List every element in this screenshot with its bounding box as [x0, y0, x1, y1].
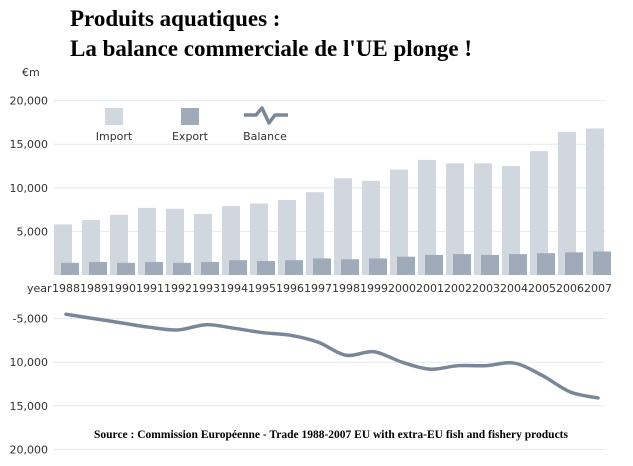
- x-tick-label: 1993: [192, 282, 220, 295]
- export-bar: [425, 254, 443, 275]
- chart-title: Produits aquatiques :: [70, 6, 281, 31]
- export-bar: [61, 262, 79, 275]
- y-tick-label: 20,000: [10, 95, 49, 108]
- x-tick-label: 2003: [472, 282, 500, 295]
- x-axis-label: year: [27, 282, 52, 295]
- export-bar: [89, 261, 107, 275]
- legend-import-swatch: [105, 108, 123, 125]
- x-tick-label: 2000: [388, 282, 416, 295]
- y-tick-label: 15,000: [10, 138, 49, 151]
- export-bar: [173, 262, 191, 275]
- export-bar: [229, 260, 247, 275]
- import-bar: [110, 214, 128, 275]
- export-bar: [537, 253, 555, 275]
- y-axis-unit: €m: [22, 66, 40, 79]
- x-tick-label: 2005: [528, 282, 556, 295]
- y-tick-label: -5,000: [13, 313, 48, 326]
- legend: Import Export Balance: [96, 106, 288, 143]
- x-tick-label: 2002: [444, 282, 472, 295]
- import-bar: [474, 163, 492, 275]
- import-bar: [82, 220, 100, 275]
- x-tick-label: 1997: [304, 282, 332, 295]
- legend-export-swatch: [181, 108, 199, 125]
- x-tick-label: 1995: [248, 282, 276, 295]
- x-tick-label: 2001: [416, 282, 444, 295]
- import-bar: [138, 207, 156, 275]
- legend-import-label: Import: [96, 130, 133, 143]
- x-tick-label: 1999: [360, 282, 388, 295]
- import-bar: [418, 159, 436, 275]
- import-bar: [558, 131, 576, 275]
- import-bar: [194, 213, 212, 275]
- import-bar: [362, 180, 380, 275]
- export-bar: [397, 256, 415, 275]
- x-tick-label: 1992: [164, 282, 192, 295]
- source-note: Source : Commission Européenne - Trade 1…: [94, 429, 568, 441]
- y-tick-label: 10,000: [10, 182, 49, 195]
- import-bar: [530, 151, 548, 275]
- x-tick-label: 1989: [80, 282, 108, 295]
- import-bar: [54, 224, 72, 275]
- import-bar: [278, 200, 296, 275]
- import-bar: [166, 208, 184, 275]
- export-bar: [145, 261, 163, 275]
- x-tick-label: 1998: [332, 282, 360, 295]
- export-bar: [201, 261, 219, 275]
- x-tick-label: 1996: [276, 282, 304, 295]
- export-bar: [593, 251, 611, 275]
- legend-export-label: Export: [172, 130, 209, 143]
- export-bar: [285, 260, 303, 275]
- x-tick-label: 2004: [500, 282, 528, 295]
- x-tick-label: 1990: [108, 282, 136, 295]
- y-tick-label: 5,000: [17, 225, 49, 238]
- export-bar: [565, 252, 583, 275]
- import-bar: [306, 192, 324, 275]
- export-bar: [369, 258, 387, 275]
- chart-subtitle: La balance commerciale de l'UE plonge !: [70, 36, 473, 61]
- export-bar: [341, 259, 359, 275]
- export-bar: [453, 254, 471, 275]
- export-bar: [313, 258, 331, 275]
- y-tick-label: 10,000: [10, 356, 49, 369]
- export-bar: [509, 254, 527, 275]
- x-tick-label: 1991: [136, 282, 164, 295]
- legend-balance-swatch: [244, 106, 288, 125]
- import-bar: [502, 166, 520, 275]
- x-tick-label: 1988: [52, 282, 80, 295]
- import-bar: [446, 163, 464, 275]
- import-bar: [250, 203, 268, 275]
- legend-balance-label: Balance: [243, 130, 287, 143]
- export-bar: [257, 261, 275, 275]
- import-bar: [390, 169, 408, 275]
- balance-line: [64, 312, 600, 400]
- x-tick-label: 2007: [584, 282, 612, 295]
- export-bar: [481, 254, 499, 275]
- import-bar: [586, 128, 604, 275]
- import-bar: [334, 178, 352, 275]
- x-tick-label: 2006: [556, 282, 584, 295]
- y-tick-label: 15,000: [10, 400, 49, 413]
- y-tick-label: 20,000: [10, 443, 49, 456]
- import-bar: [222, 206, 240, 275]
- x-tick-label: 1994: [220, 282, 248, 295]
- export-bar: [117, 262, 135, 275]
